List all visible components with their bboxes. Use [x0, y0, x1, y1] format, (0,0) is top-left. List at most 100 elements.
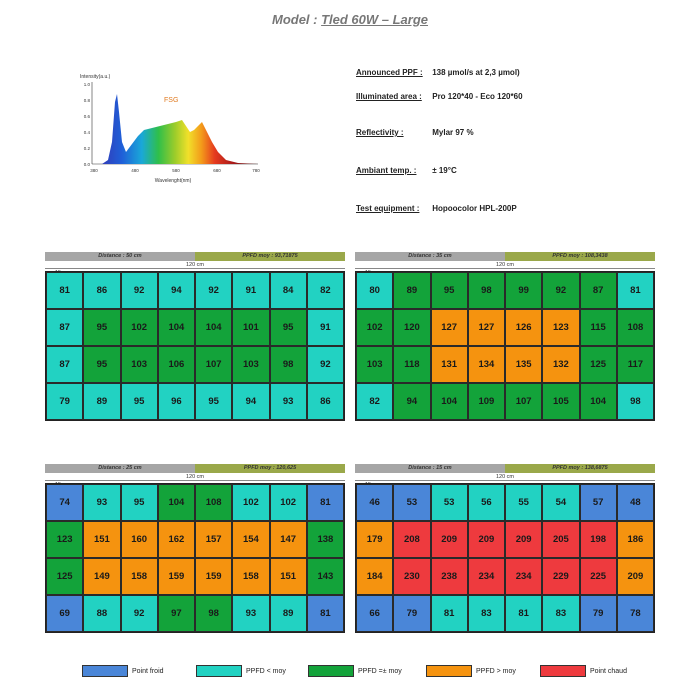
- ppfd-cell: 86: [306, 383, 344, 420]
- panel-distance-15: Distance : 15 cm PPFD moy : 138,6875 120…: [355, 464, 655, 633]
- ppfd-cell: 81: [430, 595, 468, 632]
- ppfd-cell: 81: [306, 484, 344, 521]
- ppfd-cell: 46: [356, 484, 394, 521]
- legend-item-above: PPFD > moy: [426, 663, 516, 679]
- ppfd-cell: 92: [120, 272, 158, 309]
- ppfd-cell: 234: [467, 558, 505, 595]
- legend-label: Point chaud: [590, 667, 627, 675]
- ppfd-cell: 117: [616, 346, 654, 383]
- ppfd-cell: 81: [505, 595, 543, 632]
- ppfd-cell: 98: [616, 383, 654, 420]
- spec-value: 138 µmol/s at 2,3 µmol): [432, 68, 520, 77]
- x-tick: 680: [213, 168, 221, 173]
- width-dimension: 120 cm: [185, 474, 205, 480]
- spec-label: Illuminated area :: [356, 92, 422, 101]
- distance-label: Distance : 50 cm: [45, 252, 195, 261]
- ppfd-cell: 108: [616, 309, 654, 346]
- ppfd-cell: 230: [393, 558, 431, 595]
- ppfd-cell: 69: [46, 595, 84, 632]
- ppfd-cell: 234: [505, 558, 543, 595]
- ppfd-cell: 57: [579, 484, 617, 521]
- ppfd-cell: 209: [430, 521, 468, 558]
- dimension-row: 120 cm 15 cm: [355, 261, 655, 276]
- ppfd-cell: 143: [306, 558, 344, 595]
- ppfd-cell: 89: [269, 595, 307, 632]
- ppfd-cell: 78: [616, 595, 654, 632]
- ppfd-cell: 95: [120, 484, 158, 521]
- ppfd-cell: 104: [430, 383, 468, 420]
- y-tick: 0.6: [84, 114, 91, 119]
- spec-row-ppf: Announced PPF : 138 µmol/s at 2,3 µmol): [356, 68, 520, 77]
- ppfd-cell: 89: [393, 272, 431, 309]
- ppfd-cell: 91: [306, 309, 344, 346]
- legend-swatch: [196, 665, 242, 677]
- ppfd-cell: 79: [393, 595, 431, 632]
- ppfd-cell: 88: [83, 595, 121, 632]
- ppfd-cell: 102: [356, 309, 394, 346]
- width-dimension: 120 cm: [495, 474, 515, 480]
- legend-label: PPFD > moy: [476, 667, 516, 675]
- ppfd-cell: 125: [46, 558, 84, 595]
- dimension-line: [355, 480, 655, 481]
- legend-swatch: [82, 665, 128, 677]
- panel-distance-50: Distance : 50 cm PPFD moy : 93,71875 120…: [45, 252, 345, 421]
- ppfd-cell: 87: [579, 272, 617, 309]
- ppfd-cell: 123: [46, 521, 84, 558]
- dimension-row: 120 cm 15 cm: [45, 261, 345, 276]
- legend-label: PPFD =± moy: [358, 667, 402, 675]
- ppfd-cell: 131: [430, 346, 468, 383]
- ppfd-cell: 107: [195, 346, 233, 383]
- ppfd-cell: 238: [430, 558, 468, 595]
- y-tick: 1.0: [84, 82, 91, 87]
- ppfd-cell: 184: [356, 558, 394, 595]
- ppfd-cell: 94: [232, 383, 270, 420]
- ppfd-cell: 94: [393, 383, 431, 420]
- ppfd-cell: 81: [306, 595, 344, 632]
- ppfd-cell: 97: [157, 595, 195, 632]
- title-prefix: Model :: [271, 12, 322, 27]
- ppfd-cell: 186: [616, 521, 654, 558]
- ppfd-cell: 93: [83, 484, 121, 521]
- legend-label: PPFD < moy: [246, 667, 286, 675]
- ppfd-cell: 158: [120, 558, 158, 595]
- ppfd-cell: 87: [46, 346, 84, 383]
- ppfd-cell: 107: [505, 383, 543, 420]
- y-tick: 0.2: [84, 146, 91, 151]
- spectrum-y-label: Intensity(a.u.): [80, 74, 111, 80]
- ppfd-cell: 162: [157, 521, 195, 558]
- ppfd-cell: 66: [356, 595, 394, 632]
- legend-item-hot: Point chaud: [540, 663, 627, 679]
- spec-row-area: Illuminated area : Pro 120*40 - Eco 120*…: [356, 92, 523, 101]
- ppfd-cell: 92: [306, 346, 344, 383]
- ppfd-cell: 74: [46, 484, 84, 521]
- ppfd-cell: 92: [542, 272, 580, 309]
- spec-row-equipment: Test equipment : Hopoocolor HPL-200P: [356, 204, 517, 213]
- panel-header: Distance : 50 cm PPFD moy : 93,71875: [45, 252, 345, 261]
- ppfd-cell: 157: [195, 521, 233, 558]
- ppfd-cell: 154: [232, 521, 270, 558]
- ppfd-cell: 82: [356, 383, 394, 420]
- ppfd-cell: 125: [579, 346, 617, 383]
- panel-header: Distance : 35 cm PPFD moy : 108,3438: [355, 252, 655, 261]
- spectrum-chart: Intensity(a.u.) 1.0 0.8 0.6 0.4 0.2 0.0 …: [78, 72, 268, 190]
- ppfd-cell: 53: [393, 484, 431, 521]
- ppfd-cell: 99: [505, 272, 543, 309]
- width-dimension: 120 cm: [495, 262, 515, 268]
- ppfd-cell: 209: [467, 521, 505, 558]
- spectrum-x-ticks: 380 480 580 680 780: [90, 168, 260, 173]
- dimension-line: [45, 480, 345, 481]
- ppfd-cell: 159: [195, 558, 233, 595]
- distance-label: Distance : 25 cm: [45, 464, 195, 473]
- spec-value: Hopoocolor HPL-200P: [432, 204, 517, 213]
- ppfd-average: PPFD moy : 120,625: [195, 464, 345, 473]
- ppfd-cell: 126: [505, 309, 543, 346]
- ppfd-cell: 208: [393, 521, 431, 558]
- ppfd-cell: 93: [269, 383, 307, 420]
- ppfd-cell: 159: [157, 558, 195, 595]
- ppfd-cell: 120: [393, 309, 431, 346]
- ppfd-cell: 94: [157, 272, 195, 309]
- ppfd-cell: 48: [616, 484, 654, 521]
- x-tick: 480: [131, 168, 139, 173]
- spec-label: Reflectivity :: [356, 128, 404, 137]
- y-tick: 0.0: [84, 162, 91, 167]
